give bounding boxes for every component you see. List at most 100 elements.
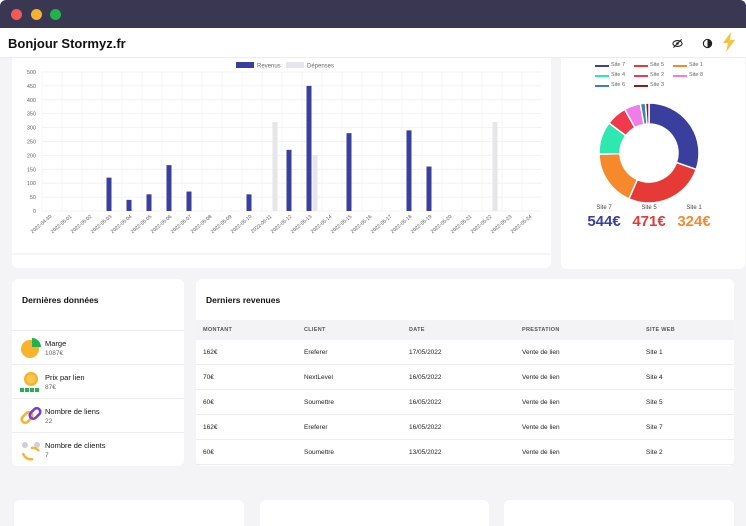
table-row[interactable]: 70€ NextLevel 16/05/2022 Vente de lien Site … [196,365,734,390]
bottom-card-2 [260,500,489,526]
nombre-de-clients-value: 7 [45,452,49,459]
column-header-montant[interactable]: MONTANT [203,327,233,333]
legend-label: Revenus [257,64,281,70]
amount-cell: 162€ [203,349,218,356]
y-tick-label: 150 [27,167,36,173]
column-header-site-web[interactable]: SITE WEB [646,327,675,333]
column-header-prestation[interactable]: PRESTATION [522,327,560,333]
list-item-nombre-de-liens: Nombre de liens 22 [12,398,184,432]
bar-revenus [106,177,112,211]
y-tick-label: 0 [33,209,36,215]
date-cell: 16/05/2022 [409,374,442,381]
minimize-window-button[interactable] [31,9,42,20]
website-cell: Site 7 [646,424,663,431]
y-tick-label: 450 [27,84,36,90]
bar-revenus [126,199,132,211]
column-header-client[interactable]: CLIENT [304,327,326,333]
bottom-card-3 [504,500,734,526]
latest-revenues-card: Derniers revenues MONTANT CLIENT DATE PR… [196,279,734,466]
table-row[interactable]: 162€ Ereferer 16/05/2022 Vente de lien Site … [196,415,734,440]
amount-cell: 70€ [203,374,214,381]
prix-par-lien-label: Prix par lien [45,373,85,382]
latest-data-title: Dernières données [22,295,99,305]
list-item-nombre-de-clients: Nombre de clients 7 [12,432,184,466]
y-tick-label: 350 [27,112,36,118]
table-row[interactable]: 162€ Ereferer 17/05/2022 Vente de lien Site … [196,340,734,365]
pie-chart-icon [20,337,42,359]
service-cell: Vente de lien [522,424,560,431]
site-distribution-card: Site 7 Site 5 Site 1 Site 4 Site 2 Site 8 Site… [561,58,745,269]
legend-label[interactable]: Site 7 [611,62,626,68]
legend-label[interactable]: Site 3 [650,82,665,88]
legend-label[interactable]: Site 5 [650,62,665,68]
nombre-de-liens-value: 22 [45,418,53,425]
chain-link-icon [20,405,42,427]
table-row[interactable]: 60€ Soumettre 16/05/2022 Vente de lien Site … [196,390,734,415]
site-stat: Site 7 544€ [579,205,629,230]
lightning-icon[interactable] [722,32,736,57]
dashboard-content: 0 50 100 150 200 250 300 350 400 450 500 2022-04-30… [0,58,746,526]
close-window-button[interactable] [11,9,22,20]
bar-dpenses [312,155,318,211]
bar-revenus [166,165,172,211]
donut-slice-site3 [644,102,650,125]
revenue-expense-bar-chart: 0501001502002503003504004505002022-04-30… [12,62,551,255]
date-cell: 17/05/2022 [409,349,442,356]
service-cell: Vente de lien [522,349,560,356]
site-stat-label: Site 5 [641,205,657,211]
column-header-date[interactable]: DATE [409,327,425,333]
latest-revenues-title: Derniers revenues [206,295,281,305]
users-cycle-icon [20,439,42,461]
donut-slice-site5 [627,161,698,204]
bar-dpenses [492,122,498,211]
y-tick-label: 50 [30,195,36,201]
greeting-title: Bonjour Stormyz.fr [8,36,126,51]
y-tick-label: 100 [27,181,36,187]
contrast-icon[interactable] [702,36,713,54]
marge-label: Marge [45,339,67,348]
website-cell: Site 5 [646,399,663,406]
latest-data-card: Dernières données Marge 1087€ Prix par l… [12,279,184,466]
bar-revenus [346,133,352,211]
site-donut-chart [598,102,700,204]
bar-revenus [406,130,412,211]
list-item-marge: Marge 1087€ [12,330,184,364]
date-cell: 16/05/2022 [409,424,442,431]
donut-slice-site1 [598,152,639,200]
maximize-window-button[interactable] [50,9,61,20]
x-tick-label: 2022-05-10 [230,214,254,235]
eye-slash-icon[interactable] [672,36,683,54]
site-stat-value: 324€ [677,213,711,230]
website-cell: Site 4 [646,374,663,381]
amount-cell: 162€ [203,424,218,431]
y-tick-label: 300 [27,126,36,132]
bar-revenus [306,85,312,211]
legend-swatch [236,62,254,68]
donut-slice-site7 [648,102,700,171]
client-cell: Soumettre [304,449,334,456]
service-cell: Vente de lien [522,399,560,406]
client-cell: NextLevel [304,374,333,381]
y-tick-label: 500 [27,70,36,76]
legend-swatch [595,65,609,67]
legend-label[interactable]: Site 8 [689,72,704,78]
window-titlebar [0,0,746,28]
table-row[interactable]: 60€ Soumettre 13/05/2022 Vente de lien Site … [196,440,734,465]
bar-dpenses [272,122,278,211]
legend-swatch [634,75,648,77]
coin-stack-icon [20,371,42,393]
legend-swatch [673,65,687,67]
prix-par-lien-value: 87€ [45,384,56,391]
top-header: Bonjour Stormyz.fr [0,28,746,58]
legend-swatch [595,85,609,87]
legend-label[interactable]: Site 6 [611,82,626,88]
legend-label[interactable]: Site 2 [650,72,665,78]
legend-label[interactable]: Site 1 [689,62,704,68]
site-stat-value: 544€ [587,213,621,230]
legend-swatch [286,62,304,68]
website-cell: Site 1 [646,349,663,356]
legend-label[interactable]: Site 4 [611,72,626,78]
amount-cell: 60€ [203,449,214,456]
site-stat-value: 471€ [632,213,666,230]
site-stat: Site 5 471€ [624,205,674,230]
